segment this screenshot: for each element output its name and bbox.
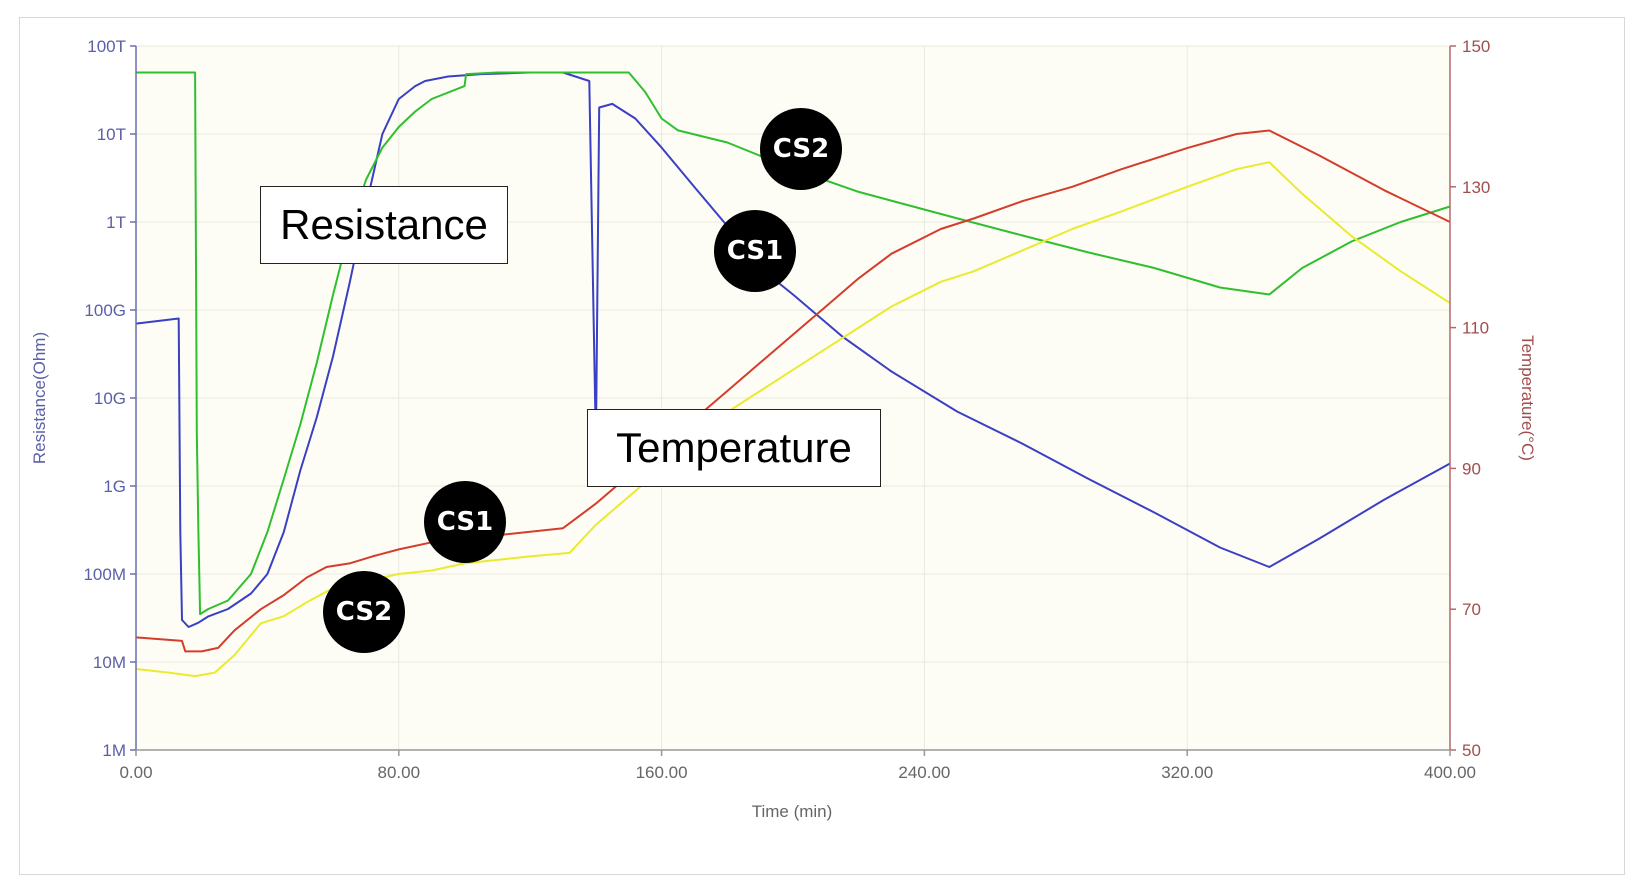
x-tick-label-5: 400.00 [1424, 763, 1476, 782]
y-left-tick-label-4: 10G [94, 389, 126, 408]
badge-cs2-temperature: CS2 [323, 571, 405, 653]
y-right-tick-label-3: 110 [1462, 319, 1489, 338]
y-axis-left-title: Resistance(Ohm) [30, 332, 49, 464]
series-resistance-green [136, 71, 1451, 616]
x-tick-label-4: 320.00 [1161, 763, 1213, 782]
axes: 1M 10M 100M 1G 10G 100G 1T 10T 100T 50 70 90 110 130 1… [83, 37, 1490, 782]
x-axis-title: Time (min) [752, 802, 833, 821]
y-right-tick-label-4: 130 [1462, 178, 1490, 197]
x-tick-label-0: 0.00 [119, 763, 152, 782]
y-left-tick-label-7: 10T [97, 125, 126, 144]
badge-cs1-resistance: CS1 [714, 210, 796, 292]
y-right-tick-label-5: 150 [1462, 37, 1490, 56]
x-tick-label-1: 80.00 [378, 763, 421, 782]
y-left-tick-label-3: 1G [103, 477, 126, 496]
y-left-tick-label-6: 1T [106, 213, 126, 232]
annotation-resistance: Resistance [260, 186, 508, 264]
y-right-tick-label-2: 90 [1462, 459, 1481, 478]
x-tick-label-2: 160.00 [636, 763, 688, 782]
y-left-tick-label-0: 1M [102, 741, 126, 760]
y-left-tick-label-8: 100T [87, 37, 126, 56]
y-axis-right-title: Temperature(°C) [1518, 335, 1537, 461]
y-left-tick-label-2: 100M [83, 565, 126, 584]
y-right-tick-label-0: 50 [1462, 741, 1481, 760]
y-right-tick-label-1: 70 [1462, 600, 1481, 619]
badge-cs2-resistance: CS2 [760, 108, 842, 190]
badge-cs1-temperature: CS1 [424, 481, 506, 563]
x-tick-label-3: 240.00 [898, 763, 950, 782]
annotation-temperature: Temperature [587, 409, 881, 487]
y-left-tick-label-5: 100G [84, 301, 126, 320]
y-left-tick-label-1: 10M [93, 653, 126, 672]
